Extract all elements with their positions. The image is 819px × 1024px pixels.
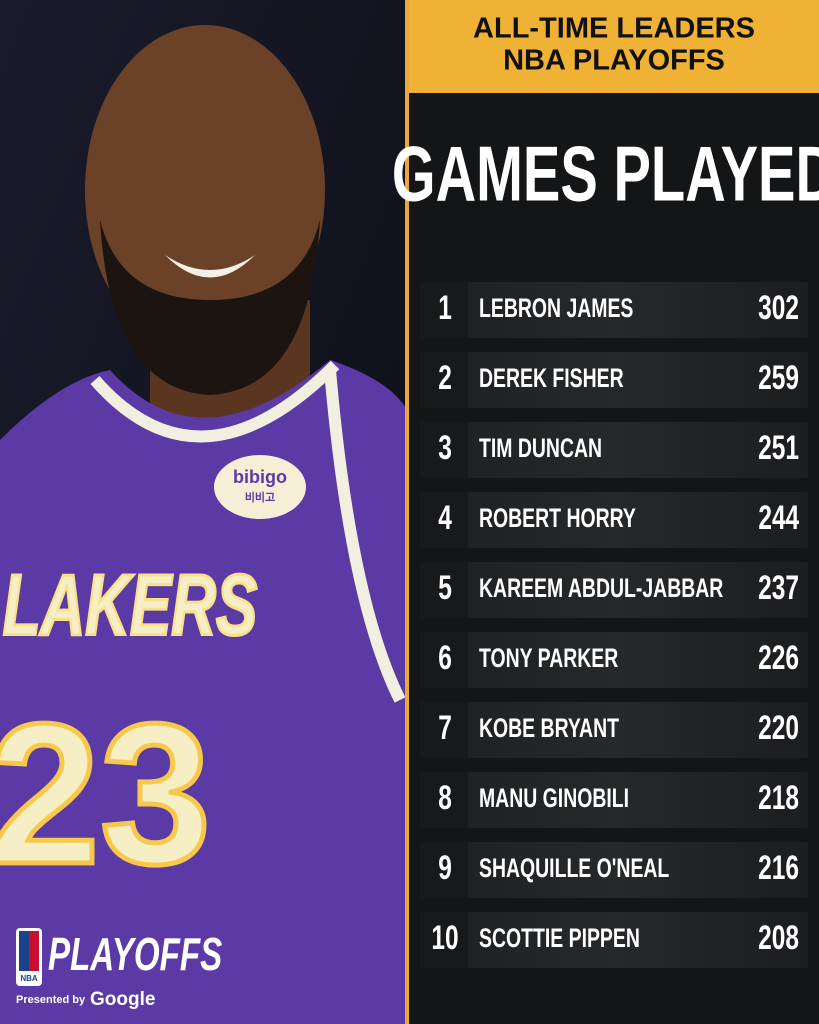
leaderboard-row: 2 DEREK FISHER 259 (420, 352, 808, 408)
rank: 5 (438, 569, 452, 607)
rank-cell (420, 772, 468, 828)
stat-title: GAMES PLAYED (392, 131, 819, 218)
games-played: 251 (758, 429, 799, 467)
leaderboard-row: 9 SHAQUILLE O'NEAL 216 (420, 842, 808, 898)
rank: 6 (438, 639, 452, 677)
row-background (420, 702, 808, 758)
row-background (420, 562, 808, 618)
leaderboard-row: 4 ROBERT HORRY 244 (420, 492, 808, 548)
jersey-sponsor-korean: 비비고 (245, 490, 275, 504)
player-name: TONY PARKER (479, 643, 618, 673)
row-background (420, 492, 808, 548)
player-name: SCOTTIE PIPPEN (479, 923, 640, 953)
leaderboard-row: 6 TONY PARKER 226 (420, 632, 808, 688)
player-name: DEREK FISHER (479, 363, 624, 393)
games-played: 226 (758, 639, 799, 677)
rank: 7 (438, 709, 452, 747)
rank-cell (420, 912, 468, 968)
games-played: 259 (758, 359, 799, 397)
header-title: ALL-TIME LEADERS (473, 13, 755, 45)
player-name: TIM DUNCAN (479, 433, 602, 463)
player-name: ROBERT HORRY (479, 503, 636, 533)
rank: 3 (438, 429, 452, 467)
rank-cell (420, 422, 468, 478)
header-subtitle: NBA PLAYOFFS (503, 45, 725, 77)
row-background (420, 772, 808, 828)
header-band (409, 0, 819, 93)
leaderboard-row: 10 SCOTTIE PIPPEN 208 (420, 912, 808, 968)
row-background (420, 632, 808, 688)
rank-cell (420, 702, 468, 758)
leaderboard-row: 7 KOBE BRYANT 220 (420, 702, 808, 758)
player-name: MANU GINOBILI (479, 783, 629, 813)
leaderboard-row: 5 KAREEM ABDUL-JABBAR 237 (420, 562, 808, 618)
nba-logo-text: NBA (20, 974, 38, 983)
player-name: SHAQUILLE O'NEAL (479, 853, 669, 883)
games-played: 218 (758, 779, 799, 817)
leaderboard-row: 8 MANU GINOBILI 218 (420, 772, 808, 828)
games-played: 220 (758, 709, 799, 747)
games-played: 237 (758, 569, 799, 607)
rank-cell (420, 282, 468, 338)
rank: 1 (438, 289, 452, 327)
rank: 8 (438, 779, 452, 817)
games-played: 216 (758, 849, 799, 887)
jersey-number: 23 (0, 683, 211, 906)
jersey-sponsor: bibigo (233, 467, 287, 487)
row-background (420, 842, 808, 898)
games-played: 208 (758, 919, 799, 957)
leaderboard: 1 LEBRON JAMES 302 2 DEREK FISHER 259 3 TIM DUN… (420, 282, 808, 968)
rank: 10 (431, 919, 458, 957)
row-background (420, 422, 808, 478)
rank-cell (420, 632, 468, 688)
rank-cell (420, 562, 468, 618)
jersey-team: LAKERS (3, 557, 258, 653)
rank-cell (420, 842, 468, 898)
presenter: Google (90, 989, 155, 1010)
row-background (420, 352, 808, 408)
row-background (420, 282, 808, 338)
rank-cell (420, 492, 468, 548)
rank: 9 (438, 849, 452, 887)
branding-title: PLAYOFFS (48, 930, 222, 980)
player-name: LEBRON JAMES (479, 293, 633, 323)
player-name: KAREEM ABDUL-JABBAR (479, 573, 723, 603)
rank-cell (420, 352, 468, 408)
row-background (420, 912, 808, 968)
player-name: KOBE BRYANT (479, 713, 620, 743)
divider (405, 0, 409, 1024)
rank: 4 (438, 499, 452, 537)
games-played: 302 (758, 289, 799, 327)
games-played: 244 (758, 499, 799, 537)
presented-by: Presented by (16, 994, 86, 1006)
photo: bibigo 비비고 LAKERS 23 NBA PLAYOFFS Presen… (0, 0, 407, 1024)
leaderboard-row: 3 TIM DUNCAN 251 (420, 422, 808, 478)
rank: 2 (438, 359, 452, 397)
leaderboard-row: 1 LEBRON JAMES 302 (420, 282, 808, 338)
